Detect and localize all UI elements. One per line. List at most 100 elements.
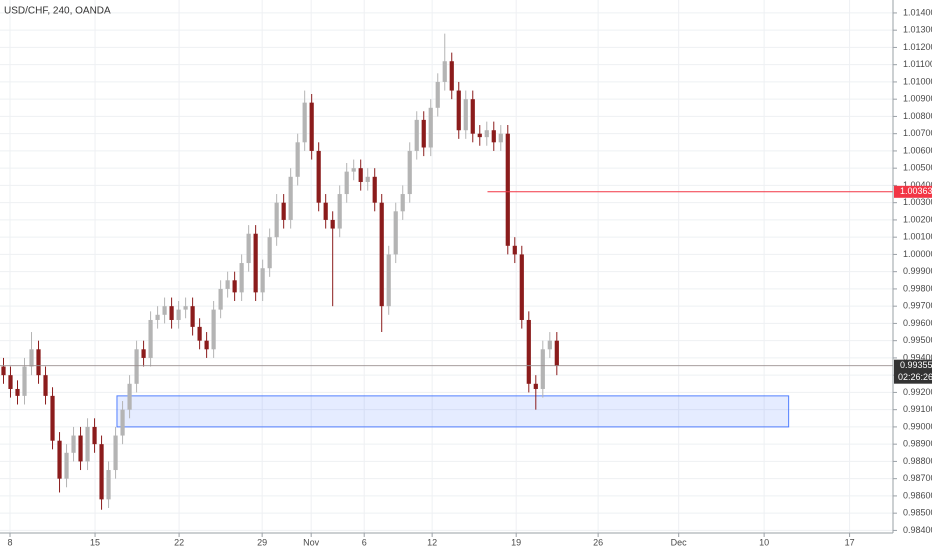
candle-body bbox=[449, 61, 454, 91]
candle-body bbox=[456, 90, 461, 131]
candle-body bbox=[470, 99, 475, 134]
candle-body bbox=[414, 119, 419, 151]
candle-body bbox=[554, 340, 559, 366]
x-tick-label: Dec bbox=[671, 537, 688, 547]
y-tick-label: 1.00700 bbox=[903, 128, 932, 138]
candle-body bbox=[127, 383, 132, 410]
y-tick-label: 1.01200 bbox=[903, 42, 932, 52]
candle-body bbox=[512, 245, 517, 255]
y-tick-label: 1.01100 bbox=[903, 59, 932, 69]
candle-body bbox=[344, 171, 349, 195]
candle-body bbox=[519, 254, 524, 320]
chart-title: USD/CHF, 240, OANDA bbox=[4, 6, 111, 17]
level-label: 1.00363 bbox=[900, 186, 932, 196]
candle-body bbox=[239, 263, 244, 293]
x-tick-label: 8 bbox=[8, 537, 13, 547]
candle-body bbox=[274, 202, 279, 238]
candle-body bbox=[50, 395, 55, 441]
candle-body bbox=[246, 233, 251, 264]
candle-body bbox=[71, 435, 76, 453]
candle-body bbox=[393, 211, 398, 255]
candle-body bbox=[400, 194, 405, 212]
candle-body bbox=[85, 426, 90, 462]
candle-body bbox=[232, 280, 237, 293]
zone bbox=[116, 395, 790, 428]
x-tick-label: 10 bbox=[759, 537, 769, 547]
y-tick-label: 0.98400 bbox=[903, 525, 932, 535]
candle-body bbox=[22, 366, 27, 396]
x-tick-label: 22 bbox=[174, 537, 184, 547]
x-tick-label: 26 bbox=[593, 537, 603, 547]
x-tick-label: Nov bbox=[303, 537, 320, 547]
axes: 1.01400 1.01300 1.01200 1.01100 1.01000 1.009… bbox=[8, 7, 932, 547]
candle-body bbox=[141, 349, 146, 358]
candle-body bbox=[253, 233, 258, 293]
candle-body bbox=[29, 349, 34, 367]
candle-body bbox=[330, 219, 335, 229]
candle-body bbox=[113, 435, 118, 471]
y-tick-label: 1.00100 bbox=[903, 232, 932, 242]
candle-body bbox=[351, 168, 356, 172]
candle-body bbox=[190, 306, 195, 327]
candle-body bbox=[64, 452, 69, 479]
candle-body bbox=[57, 440, 62, 479]
plot bbox=[0, 33, 893, 510]
candle-body bbox=[337, 194, 342, 229]
candle-body bbox=[197, 326, 202, 341]
candle-body bbox=[540, 349, 545, 389]
candle-body bbox=[442, 61, 447, 82]
candle-body bbox=[183, 306, 188, 310]
candle-body bbox=[302, 102, 307, 143]
candle-body bbox=[372, 176, 377, 203]
candle-body bbox=[309, 102, 314, 151]
candle-body bbox=[92, 426, 97, 445]
candle-body bbox=[78, 435, 83, 462]
candle-body bbox=[365, 176, 370, 182]
candle-body bbox=[463, 99, 468, 131]
last-price-label: 0.99355 bbox=[900, 360, 932, 370]
candle-body bbox=[421, 119, 426, 148]
candle-body bbox=[169, 306, 174, 320]
candle-body bbox=[162, 306, 167, 315]
candle-body bbox=[134, 349, 139, 384]
y-tick-label: 1.00300 bbox=[903, 197, 932, 207]
candle-body bbox=[484, 130, 489, 138]
candle-body bbox=[533, 383, 538, 389]
x-tick-label: 12 bbox=[427, 537, 437, 547]
candle-body bbox=[288, 176, 293, 220]
y-tick-label: 1.01000 bbox=[903, 76, 932, 86]
y-tick-label: 1.00600 bbox=[903, 145, 932, 155]
candle-body bbox=[407, 150, 412, 195]
y-tick-label: 1.01300 bbox=[903, 25, 932, 35]
candle-body bbox=[491, 130, 496, 143]
candle-body bbox=[8, 375, 13, 389]
candle-body bbox=[435, 81, 440, 108]
candle-body bbox=[120, 409, 125, 436]
candle-body bbox=[36, 349, 41, 376]
last-price-box bbox=[894, 359, 932, 384]
level-label-box bbox=[894, 185, 932, 198]
y-tick-label: 1.00400 bbox=[903, 180, 932, 190]
y-tick-label: 1.01400 bbox=[903, 7, 932, 17]
candle-body bbox=[547, 340, 552, 350]
candle-body bbox=[526, 319, 531, 384]
candle-body bbox=[505, 133, 510, 246]
candle-body bbox=[211, 309, 216, 350]
candle-body bbox=[218, 288, 223, 310]
y-tick-label: 1.00200 bbox=[903, 214, 932, 224]
countdown-label: 02:26:26 bbox=[898, 372, 932, 382]
candle-body bbox=[1, 366, 6, 376]
